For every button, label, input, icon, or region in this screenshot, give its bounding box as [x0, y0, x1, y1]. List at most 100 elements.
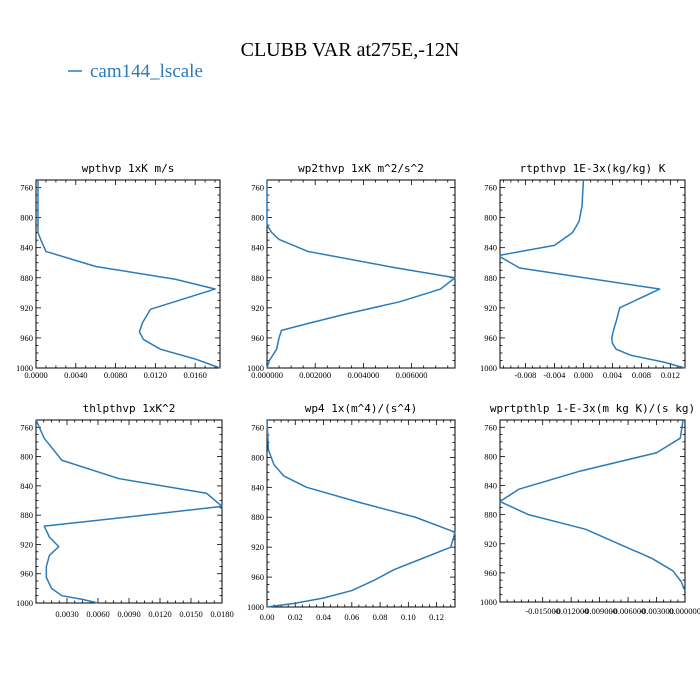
- plot-frame: [266, 179, 456, 369]
- x-tick-label: 0.0180: [210, 609, 233, 619]
- y-tick-label: 800: [484, 451, 497, 461]
- y-tick-label: 960: [484, 568, 497, 578]
- panel-5: wp4 1x(m^4)/(s^4)76080084088092096010000…: [247, 402, 456, 622]
- y-tick-label: 880: [20, 273, 33, 283]
- x-tick-label: 0.10: [401, 612, 416, 622]
- figure-title: CLUBB VAR at275E,-12N: [241, 39, 460, 61]
- plot-frame: [35, 419, 223, 604]
- plot-frame: [499, 179, 686, 369]
- series-line: [499, 179, 686, 369]
- y-tick-label: 760: [251, 422, 264, 432]
- y-tick-label: 880: [484, 510, 497, 520]
- x-tick-label: 0.004: [603, 370, 623, 380]
- plot-frame: [35, 179, 221, 369]
- panel-title: wp2thvp 1xK m^2/s^2: [298, 162, 424, 175]
- y-tick-label: 840: [484, 481, 497, 491]
- x-tick-label: -0.003000: [639, 606, 674, 616]
- x-tick-label: 0.0160: [183, 370, 206, 380]
- y-tick-label: 920: [20, 303, 33, 313]
- series-line: [266, 180, 456, 369]
- y-tick-label: 920: [251, 303, 264, 313]
- y-tick-label: 760: [484, 183, 497, 193]
- panel-title: rtpthvp 1E-3x(kg/kg) K: [520, 162, 666, 175]
- y-tick-label: 920: [484, 303, 497, 313]
- x-tick-label: 0.0000: [24, 370, 47, 380]
- x-tick-label: 0.0120: [144, 370, 167, 380]
- y-tick-label: 960: [20, 333, 33, 343]
- plot-frame: [266, 419, 456, 608]
- series-line: [37, 180, 221, 369]
- y-tick-label: 880: [484, 273, 497, 283]
- x-tick-label: 0.006000: [396, 370, 428, 380]
- y-tick-label: 920: [484, 539, 497, 549]
- x-tick-label: 0.008: [632, 370, 651, 380]
- panel-1: wpthvp 1xK m/s76080084088092096010000.00…: [16, 162, 221, 380]
- x-tick-label: 0.06: [344, 612, 359, 622]
- y-tick-label: 960: [251, 572, 264, 582]
- plot-frame: [499, 419, 686, 603]
- x-tick-label: 0.012: [661, 370, 680, 380]
- panel-2: wp2thvp 1xK m^2/s^2 760 800 840 880 920 960 100…: [247, 162, 456, 380]
- y-tick-label: 880: [20, 510, 33, 520]
- y-tick-label: 840: [20, 243, 33, 253]
- y-tick-label: 1000: [480, 597, 497, 607]
- y-tick-label: 760: [20, 183, 33, 193]
- y-tick-label: 800: [20, 452, 33, 462]
- x-tick-label: 0.0060: [86, 609, 109, 619]
- x-tick-label: 0.000000: [669, 606, 700, 616]
- y-tick-label: 800: [251, 213, 264, 223]
- y-tick-label: 960: [251, 333, 264, 343]
- y-tick-label: 880: [251, 273, 264, 283]
- panel-4: thlpthvp 1xK^2 760 800 840 880 920 960 1000 0.00…: [16, 402, 234, 619]
- x-tick-label: 0.04: [316, 612, 332, 622]
- y-tick-label: 760: [20, 422, 33, 432]
- y-tick-label: 960: [484, 333, 497, 343]
- x-tick-label: 0.12: [429, 612, 444, 622]
- x-tick-label: 0.0150: [179, 609, 202, 619]
- y-tick-label: 960: [20, 569, 33, 579]
- y-tick-label: 880: [251, 512, 264, 522]
- x-tick-label: 0.0080: [104, 370, 127, 380]
- series-line: [35, 419, 223, 604]
- legend-label: cam144_lscale: [90, 61, 203, 82]
- x-tick-label: 0.000000: [251, 370, 283, 380]
- y-tick-label: 1000: [247, 363, 264, 373]
- x-tick-label: 0.08: [373, 612, 388, 622]
- x-tick-label: 0.000: [574, 370, 593, 380]
- y-tick-label: 920: [20, 539, 33, 549]
- x-tick-label: 0.02: [288, 612, 303, 622]
- y-tick-label: 800: [484, 213, 497, 223]
- x-tick-label: -0.006000: [611, 606, 646, 616]
- y-tick-label: 840: [484, 243, 497, 253]
- series-line: [499, 419, 686, 592]
- series-line: [266, 419, 456, 608]
- panel-6: wprtpthlp 1-E-3x(m kg K)/(s kg) 760 800 840…: [480, 402, 700, 616]
- panels: wpthvp 1xK m/s76080084088092096010000.00…: [16, 162, 700, 622]
- y-tick-label: 1000: [16, 598, 33, 608]
- x-tick-label: 0.002000: [299, 370, 331, 380]
- x-tick-label: -0.015000: [525, 606, 560, 616]
- x-tick-label: -0.009000: [582, 606, 617, 616]
- panel-title: wprtpthlp 1-E-3x(m kg K)/(s kg): [490, 402, 695, 415]
- x-tick-label: -0.012000: [554, 606, 589, 616]
- y-tick-label: 840: [251, 482, 264, 492]
- y-tick-label: 1000: [16, 363, 33, 373]
- legend: cam144_lscale: [68, 61, 203, 82]
- y-tick-label: 840: [20, 481, 33, 491]
- y-tick-label: 1000: [247, 602, 264, 612]
- y-tick-label: 760: [251, 183, 264, 193]
- x-tick-label: 0.0040: [64, 370, 87, 380]
- y-tick-label: 920: [251, 542, 264, 552]
- x-tick-label: 0.004000: [347, 370, 379, 380]
- x-tick-label: 0.0120: [148, 609, 171, 619]
- x-tick-label: 0.00: [260, 612, 275, 622]
- panel-title: wpthvp 1xK m/s: [82, 162, 175, 175]
- y-tick-label: 1000: [480, 363, 497, 373]
- panel-3: rtpthvp 1E-3x(kg/kg) K 760 800 840 880 920 960…: [480, 162, 686, 380]
- y-tick-label: 840: [251, 243, 264, 253]
- y-tick-label: 800: [251, 452, 264, 462]
- panel-title: wp4 1x(m^4)/(s^4): [305, 402, 418, 415]
- x-tick-label: -0.004: [543, 370, 566, 380]
- y-tick-label: 760: [484, 422, 497, 432]
